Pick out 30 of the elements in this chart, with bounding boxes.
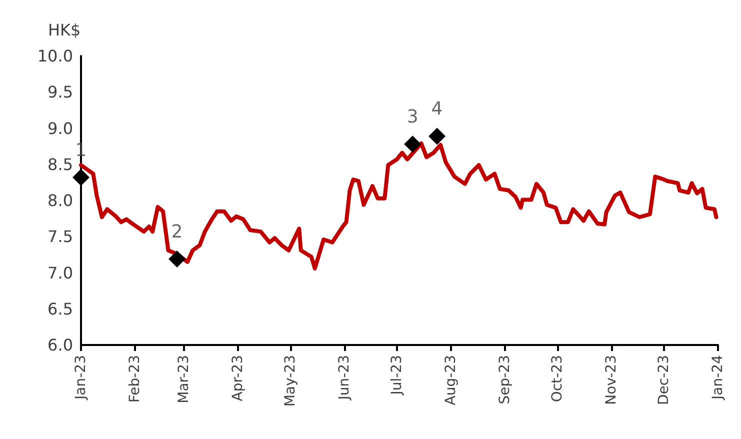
point: [72, 168, 90, 186]
y-tick-label: 10.0: [37, 46, 73, 66]
x-tick-label: Jul-23: [388, 355, 405, 396]
y-tick-label: 9.5: [48, 82, 73, 102]
x-tick-label: Apr-23: [230, 355, 246, 402]
x-tick-label: Jan-24: [710, 354, 726, 400]
y-tick-label: 7.0: [48, 263, 73, 282]
x-tick-label: Sep-23: [497, 355, 514, 404]
y-tick-label: 8.0: [48, 191, 73, 210]
x-tick-label: Nov-23: [604, 355, 620, 405]
point: [168, 250, 186, 268]
x-tick-label: Jun-23: [336, 355, 353, 401]
x-tick-label: May-23: [282, 355, 298, 407]
x-tick-label: Aug-23: [442, 355, 459, 406]
x-tick-label: Oct-23: [549, 355, 566, 402]
y-axis-title: HK$: [48, 20, 81, 40]
annotation: 4: [431, 98, 443, 120]
x-tick-label: Dec-23: [656, 355, 672, 405]
point: [404, 136, 422, 153]
y-tick-label: 7.5: [48, 227, 73, 246]
y-tick-label: 6.5: [48, 299, 73, 318]
y-tick-label: 6.0: [48, 336, 73, 354]
y-tick-label: 8.5: [48, 154, 73, 174]
x-tick-label: Jan-23: [73, 355, 89, 400]
point: [428, 128, 446, 145]
x-tick-label: Feb-23: [127, 355, 144, 403]
x-tick-label: Mar-23: [176, 355, 192, 404]
annotation: 3: [406, 106, 418, 128]
y-tick-label: 9.0: [48, 118, 73, 138]
annotation: 2: [171, 222, 183, 243]
